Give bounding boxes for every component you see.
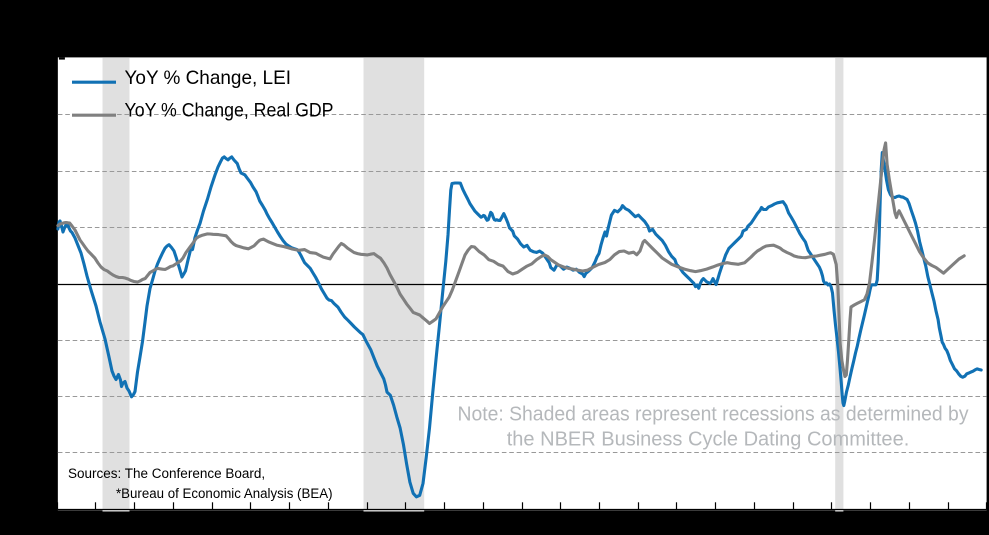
svg-text:Sources: The Conference Board,: Sources: The Conference Board, xyxy=(68,466,265,481)
svg-text:YoY % Change, LEI: YoY % Change, LEI xyxy=(125,67,292,89)
svg-text:*Bureau of Economic Analysis (: *Bureau of Economic Analysis (BEA) xyxy=(116,486,333,501)
svg-text:the NBER Business Cycle Dating: the NBER Business Cycle Dating Committee… xyxy=(507,429,910,451)
svg-text:Note: Shaded areas represent r: Note: Shaded areas represent recessions … xyxy=(458,404,969,426)
svg-text:YoY % Change, Real GDP: YoY % Change, Real GDP xyxy=(125,100,334,122)
